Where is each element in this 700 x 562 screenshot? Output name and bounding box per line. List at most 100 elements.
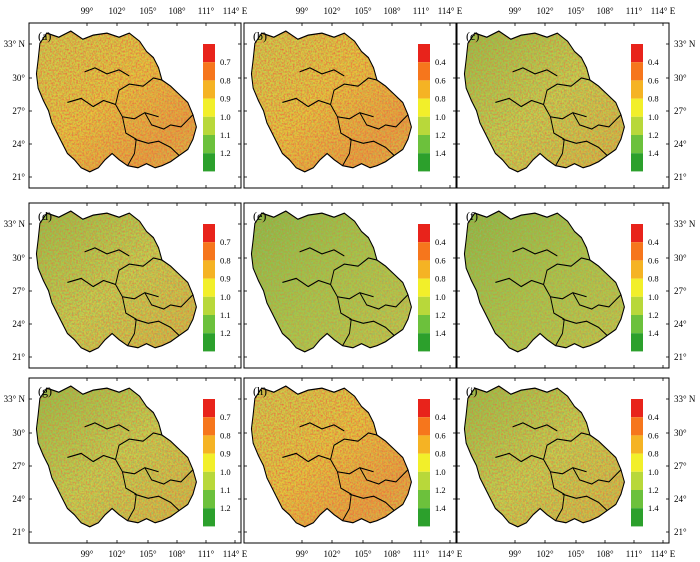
province-boundary (84, 247, 130, 257)
legend-swatch (631, 153, 643, 172)
legend-label: 1.0 (220, 467, 231, 477)
legend-label: 0.4 (435, 412, 446, 422)
legend-swatch (418, 260, 430, 279)
top-lon-label: 114° E (223, 6, 248, 16)
legend-swatch (631, 116, 643, 135)
province-boundary (572, 467, 622, 485)
legend-label: 0.4 (435, 57, 446, 67)
legend-label: 1.0 (648, 292, 659, 302)
legend-swatch (203, 417, 215, 436)
legend-swatch (203, 333, 215, 352)
legend-label: 1.2 (648, 310, 659, 320)
bottom-lon-label: 114° E (651, 549, 676, 559)
legend-label: 0.6 (435, 75, 446, 85)
legend-swatch (418, 490, 430, 509)
legend-label: 1.2 (435, 310, 446, 320)
legend-swatch (631, 224, 643, 243)
top-lon-label: 105° (567, 6, 585, 16)
panel-label: (a) (38, 29, 51, 43)
legend-label: 0.6 (648, 75, 659, 85)
right-lat-label: 24° (674, 319, 687, 329)
province-boundary (359, 292, 409, 310)
top-lon-label: 114° E (438, 6, 463, 16)
legend-swatch (418, 80, 430, 99)
legend-colorbar: 0.4 0.6 0.8 1.0 1.2 1.4 (418, 44, 446, 172)
right-lat-label: 24° (674, 494, 687, 504)
right-lat-label: 21° (674, 352, 687, 362)
legend-swatch (418, 44, 430, 63)
left-lat-label: 30° (12, 428, 25, 438)
legend-swatch (203, 135, 215, 154)
bottom-lon-label: 99° (509, 549, 522, 559)
legend-swatch (203, 44, 215, 63)
bottom-lon-label: 99° (296, 549, 309, 559)
legend-swatch (203, 80, 215, 99)
legend-swatch (418, 333, 430, 352)
legend-label: 1.4 (648, 503, 659, 513)
legend-swatch (418, 435, 430, 454)
legend-swatch (203, 116, 215, 135)
legend-label: 1.0 (435, 112, 446, 122)
right-lat-label: 21° (674, 172, 687, 182)
left-lat-label: 33° N (4, 394, 26, 404)
top-lon-label: 111° (626, 6, 643, 16)
province-boundary (572, 292, 622, 310)
legend-swatch (631, 278, 643, 297)
bottom-lon-label: 108° (596, 549, 614, 559)
legend-colorbar: 0.7 0.8 0.9 1.0 1.1 1.2 (203, 224, 231, 352)
legend-swatch (418, 417, 430, 436)
right-lat-label: 27° (674, 286, 687, 296)
province-boundary (562, 138, 608, 156)
legend-swatch (418, 242, 430, 261)
legend-label: 1.4 (435, 503, 446, 513)
legend-swatch (418, 471, 430, 490)
legend-swatch (203, 242, 215, 261)
legend-swatch (418, 399, 430, 418)
province-boundary (512, 67, 558, 77)
legend-colorbar: 0.7 0.8 0.9 1.0 1.1 1.2 (203, 44, 231, 172)
left-lat-label: 24° (12, 139, 25, 149)
legend-swatch (418, 296, 430, 315)
legend-swatch (631, 62, 643, 81)
bottom-lon-label: 99° (81, 549, 94, 559)
province-boundary (543, 77, 591, 105)
legend-swatch (418, 153, 430, 172)
province-boundary (572, 112, 622, 130)
left-lat-label: 27° (12, 461, 25, 471)
province-boundary (67, 97, 159, 120)
bottom-lon-label: 105° (354, 549, 372, 559)
legend-label: 0.6 (435, 430, 446, 440)
legend-swatch (203, 224, 215, 243)
legend-swatch (418, 315, 430, 334)
legend-swatch (418, 135, 430, 154)
bottom-lon-label: 102° (536, 549, 554, 559)
legend-label: 1.2 (220, 503, 231, 513)
legend-label: 0.6 (648, 255, 659, 265)
legend-swatch (203, 453, 215, 472)
right-latitude-labels: 33° N 30° 27° 24° 21° 33° N 30° 27° 24° 21° 33° N 3… (674, 39, 696, 537)
legend-swatch (631, 242, 643, 261)
province-boundary (144, 467, 194, 485)
province-boundary (330, 77, 378, 105)
legend-swatch (203, 278, 215, 297)
legend-swatch (631, 453, 643, 472)
bottom-longitude-labels: 99° 102° 105° 108° 111° 114° E 99° 102° 105° 108°… (81, 549, 676, 559)
legend-label: 0.8 (648, 449, 659, 459)
top-lon-label: 102° (536, 6, 554, 16)
province-boundary (543, 432, 591, 460)
legend-label: 0.8 (435, 449, 446, 459)
map-panel: (d) 0.7 0.8 0.9 1.0 1.1 1.2 (28, 202, 242, 369)
legend-swatch (418, 278, 430, 297)
legend-swatch (418, 508, 430, 527)
top-lon-label: 111° (198, 6, 215, 16)
province-boundary (562, 493, 608, 511)
legend-swatch (631, 44, 643, 63)
legend-label: 0.8 (220, 75, 231, 85)
province-boundary (144, 292, 194, 310)
legend-label: 1.0 (435, 292, 446, 302)
bottom-lon-label: 105° (567, 549, 585, 559)
legend-label: 1.0 (220, 112, 231, 122)
legend-label: 1.2 (435, 130, 446, 140)
left-lat-label: 30° (12, 73, 25, 83)
